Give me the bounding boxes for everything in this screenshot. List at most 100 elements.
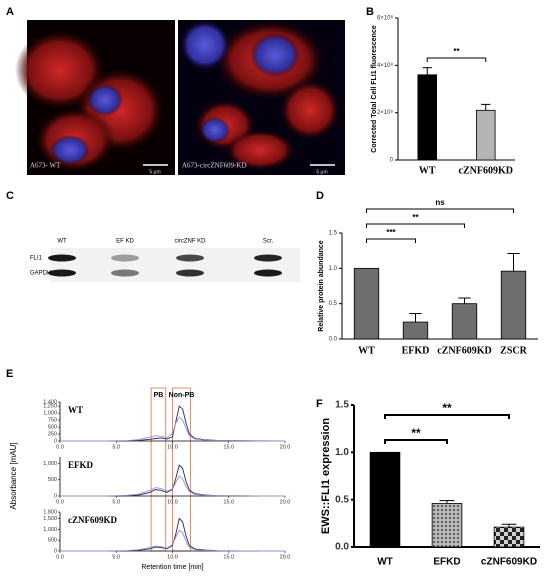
y-tick-label: 1,000 [43,461,57,467]
y-tick-label: 1.0 [335,447,349,458]
region-label: Non-PB [169,392,195,399]
blot-band [111,254,139,262]
significance-label: ** [412,213,419,222]
micrograph-label: A673-circZNF609-KD [182,162,247,170]
y-tick-label: 0.0 [329,337,338,343]
x-tick-label: 15.0 [223,554,234,560]
chromatogram-line [60,475,285,497]
scale-label: 5 μm [316,169,327,175]
subplot-name: cZNF609KD [68,515,117,525]
bar [431,503,463,548]
y-tick-label: 1,000 [43,411,57,417]
bar [500,270,527,340]
bar [353,267,380,340]
bar [369,451,401,548]
significance-label: ** [411,426,421,440]
bar [417,74,438,161]
bar [451,303,478,340]
x-tick-label: 20.0 [280,444,291,450]
significance-label: ** [453,47,460,56]
bar [493,526,525,548]
significance-bracket [384,414,510,419]
panel-label: D [316,190,324,202]
x-tick-label: 0.0 [56,444,64,450]
y-tick-label: 1.0 [329,266,338,272]
y-tick-label: 250 [48,431,57,437]
panel-label: C [6,190,14,202]
y-tick-label: 0.5 [335,494,349,505]
significance-bracket [384,439,448,444]
y-tick-label: 4×10⁸ [377,62,394,69]
y-axis-label: EWS::FLI1 expression [320,418,332,534]
region-label: PB [154,392,164,399]
panel-label: B [366,6,374,18]
y-tick-label: 1,400 [43,399,57,405]
y-tick-label: 0 [390,158,394,164]
y-tick-label: 1.5 [329,231,338,237]
x-tick-label: 15.0 [223,499,234,505]
row-label: GAPDH [30,271,51,277]
x-tick-label: EFKD [433,557,460,568]
x-tick-label: cZNF609KD [437,345,491,356]
significance-bracket [366,238,416,243]
significance-bracket [366,208,514,213]
x-tick-label: WT [358,345,375,356]
y-tick-label: 500 [48,538,57,544]
x-tick-label: 10.0 [167,499,178,505]
blot-band [254,254,282,262]
x-tick-label: 10.0 [167,444,178,450]
x-tick-label: 5.0 [112,554,120,560]
y-tick-label: 2×10⁸ [377,109,394,116]
significance-label: ** [442,401,452,415]
y-tick-label: 1,000 [43,527,57,533]
y-axis-label: Relative protein abundance [318,240,325,332]
blot-band [176,254,204,262]
y-tick-label: 500 [48,425,57,431]
micrograph-kd [178,20,345,175]
panel-label: A [6,6,14,18]
blot-band [48,269,76,277]
bar [402,321,429,340]
y-tick-label: 6×10⁸ [377,15,394,22]
significance-bracket [426,57,487,62]
micrograph-label: A673- WT [30,162,61,170]
y-tick-label: 1,500 [43,516,57,522]
x-tick-label: WT [377,557,393,568]
y-axis-label: Absorbance [mAU] [9,442,18,509]
significance-label: ns [435,198,445,207]
blot-band [111,269,139,277]
x-tick-label: 20.0 [280,554,291,560]
subplot-name: EFKD [68,460,94,470]
y-tick-label: 0 [54,548,57,554]
x-tick-label: EFKD [402,345,430,356]
x-axis-label: Retention time [min] [141,564,203,571]
lane-label: circZNF KD [175,239,207,245]
lane-label: Scr. [263,239,274,245]
panel-label: F [316,398,323,410]
blot-band [176,269,204,277]
y-tick-label: 0.0 [335,542,349,553]
x-tick-label: cZNF609KD [481,557,537,568]
x-tick-label: 15.0 [223,444,234,450]
subplot-name: WT [68,405,83,415]
lane-label: EF KD [116,239,134,245]
y-tick-label: 500 [48,477,57,483]
y-tick-label: 0 [54,438,57,444]
y-tick-label: 1,250 [43,404,57,410]
scale-label: 5 μm [149,169,160,175]
blot-band [254,269,282,277]
x-tick-label: 10.0 [167,554,178,560]
significance-label: *** [386,228,396,237]
bar [475,109,496,161]
micrograph-wt [15,20,175,175]
significance-bracket [366,223,465,228]
x-tick-label: 0.0 [56,499,64,505]
x-tick-label: 0.0 [56,554,64,560]
x-tick-label: cZNF609KD [459,165,513,176]
y-tick-label: 750 [48,418,57,424]
y-tick-label: 1.5 [335,400,349,411]
row-label: FLI1 [30,256,43,262]
chromatogram-line [60,529,285,552]
x-tick-label: 5.0 [112,499,120,505]
chromatogram-line [60,416,285,442]
